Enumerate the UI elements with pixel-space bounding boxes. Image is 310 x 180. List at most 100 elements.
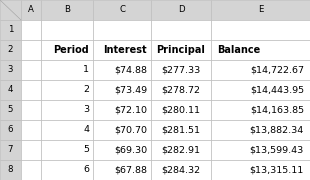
Text: D: D: [178, 6, 184, 15]
Bar: [41, 0, 93, 20]
Bar: [21, 0, 41, 20]
Text: $277.33: $277.33: [162, 66, 201, 75]
Text: $281.51: $281.51: [162, 125, 201, 134]
Bar: [151, 0, 211, 20]
Text: Period: Period: [53, 45, 89, 55]
Text: $280.11: $280.11: [162, 105, 201, 114]
Bar: [151, 160, 211, 180]
Bar: [21, 100, 41, 120]
Bar: [151, 140, 211, 160]
Bar: [211, 0, 310, 20]
Text: 2: 2: [8, 46, 13, 55]
Bar: [151, 40, 211, 60]
Bar: [211, 20, 310, 40]
Bar: [0, 20, 21, 40]
Bar: [93, 60, 151, 80]
Bar: [41, 160, 93, 180]
Bar: [93, 120, 151, 140]
Bar: [151, 120, 211, 140]
Bar: [21, 140, 41, 160]
Bar: [211, 140, 310, 160]
Bar: [21, 20, 41, 40]
Bar: [151, 20, 211, 40]
Bar: [93, 80, 151, 100]
Bar: [21, 160, 41, 180]
Bar: [41, 100, 93, 120]
Bar: [0, 100, 21, 120]
Bar: [0, 140, 21, 160]
Text: 3: 3: [83, 105, 89, 114]
Bar: [211, 80, 310, 100]
Bar: [41, 40, 93, 60]
Bar: [41, 20, 93, 40]
Text: 6: 6: [83, 165, 89, 174]
Bar: [211, 80, 310, 100]
Text: $74.88: $74.88: [114, 66, 147, 75]
Text: 5: 5: [8, 105, 13, 114]
Bar: [21, 160, 41, 180]
Bar: [21, 120, 41, 140]
Bar: [0, 120, 21, 140]
Bar: [21, 80, 41, 100]
Bar: [0, 40, 21, 60]
Text: $278.72: $278.72: [162, 86, 201, 94]
Bar: [41, 40, 93, 60]
Bar: [151, 100, 211, 120]
Bar: [0, 0, 21, 20]
Text: $14,443.95: $14,443.95: [250, 86, 304, 94]
Bar: [41, 60, 93, 80]
Bar: [211, 40, 310, 60]
Bar: [151, 80, 211, 100]
Bar: [0, 100, 21, 120]
Text: $72.10: $72.10: [114, 105, 147, 114]
Text: E: E: [258, 6, 263, 15]
Bar: [93, 100, 151, 120]
Bar: [21, 120, 41, 140]
Bar: [41, 120, 93, 140]
Bar: [93, 60, 151, 80]
Text: 1: 1: [83, 66, 89, 75]
Bar: [41, 80, 93, 100]
Bar: [211, 60, 310, 80]
Bar: [41, 140, 93, 160]
Bar: [93, 100, 151, 120]
Bar: [0, 20, 21, 40]
Bar: [93, 140, 151, 160]
Bar: [21, 60, 41, 80]
Text: $14,163.85: $14,163.85: [250, 105, 304, 114]
Bar: [93, 140, 151, 160]
Bar: [21, 60, 41, 80]
Bar: [211, 100, 310, 120]
Bar: [211, 60, 310, 80]
Text: 4: 4: [83, 125, 89, 134]
Bar: [93, 160, 151, 180]
Bar: [93, 0, 151, 20]
Bar: [41, 60, 93, 80]
Text: $13,315.11: $13,315.11: [250, 165, 304, 174]
Bar: [93, 20, 151, 40]
Bar: [151, 120, 211, 140]
Bar: [21, 100, 41, 120]
Bar: [0, 60, 21, 80]
Text: 5: 5: [83, 145, 89, 154]
Text: $284.32: $284.32: [162, 165, 201, 174]
Bar: [0, 60, 21, 80]
Bar: [0, 40, 21, 60]
Text: B: B: [64, 6, 70, 15]
Bar: [21, 0, 41, 20]
Text: 4: 4: [8, 86, 13, 94]
Bar: [41, 100, 93, 120]
Bar: [41, 20, 93, 40]
Bar: [41, 120, 93, 140]
Text: 6: 6: [8, 125, 13, 134]
Bar: [211, 120, 310, 140]
Bar: [93, 0, 151, 20]
Bar: [151, 140, 211, 160]
Text: 3: 3: [8, 66, 13, 75]
Bar: [0, 140, 21, 160]
Text: $13,599.43: $13,599.43: [250, 145, 304, 154]
Text: 8: 8: [8, 165, 13, 174]
Bar: [211, 160, 310, 180]
Bar: [211, 140, 310, 160]
Bar: [41, 160, 93, 180]
